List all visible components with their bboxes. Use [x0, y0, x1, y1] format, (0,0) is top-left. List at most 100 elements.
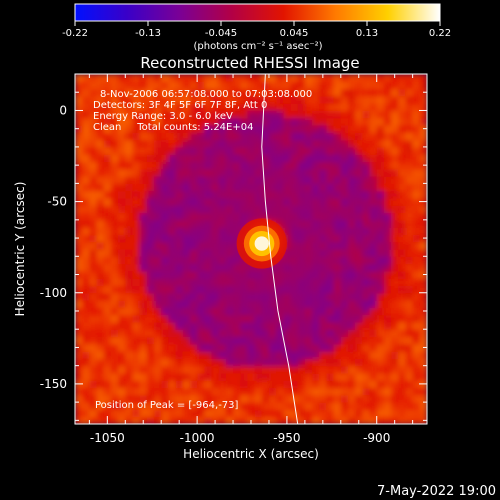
heatmap-cell — [118, 110, 126, 119]
heatmap-cell — [405, 263, 414, 272]
y-tick-label: -50 — [47, 195, 67, 209]
heatmap-cell — [383, 300, 392, 308]
heatmap-cell — [233, 219, 241, 228]
heatmap-cell — [211, 212, 220, 221]
heatmap-cell — [118, 321, 126, 330]
heatmap-cell — [211, 146, 220, 155]
heatmap-cell — [125, 270, 134, 279]
heatmap-cell — [247, 110, 256, 119]
heatmap-cell — [110, 241, 119, 250]
heatmap-cell — [326, 227, 335, 236]
heatmap-cell — [254, 307, 263, 316]
heatmap-cell — [283, 146, 292, 155]
heatmap-cell — [369, 183, 378, 192]
heatmap-cell — [218, 74, 227, 82]
heatmap-cell — [254, 81, 263, 90]
heatmap-cell — [340, 241, 349, 250]
heatmap-cell — [412, 103, 421, 112]
heatmap-cell — [211, 183, 220, 192]
heatmap-cell — [412, 183, 421, 192]
heatmap-cell — [376, 95, 385, 104]
heatmap-cell — [340, 95, 349, 104]
heatmap-cell — [304, 146, 313, 155]
heatmap-cell — [139, 358, 148, 367]
heatmap-cell — [118, 74, 126, 82]
heatmap-cell — [146, 146, 155, 155]
heatmap-cell — [146, 88, 155, 97]
heatmap-cell — [412, 197, 421, 206]
heatmap-cell — [218, 278, 227, 287]
heatmap-cell — [247, 88, 256, 97]
heatmap-cell — [89, 321, 98, 330]
heatmap-cell — [319, 190, 328, 199]
heatmap-cell — [362, 146, 371, 155]
heatmap-cell — [312, 292, 320, 301]
heatmap-cell — [355, 380, 363, 389]
heatmap-cell — [391, 409, 399, 418]
heatmap-cell — [362, 263, 371, 272]
heatmap-cell — [362, 402, 371, 411]
heatmap-cell — [312, 321, 320, 330]
heatmap-cell — [247, 146, 256, 155]
heatmap-cell — [276, 154, 284, 163]
heatmap-cell — [412, 343, 421, 352]
heatmap-cell — [204, 409, 213, 418]
heatmap-cell — [96, 402, 105, 411]
heatmap-cell — [189, 314, 198, 323]
heatmap-cell — [254, 190, 263, 199]
heatmap-cell — [369, 307, 378, 316]
heatmap-cell — [276, 351, 284, 359]
heatmap-cell — [75, 285, 83, 294]
heatmap-cell — [247, 285, 256, 294]
heatmap-cell — [340, 278, 349, 287]
heatmap-cell — [204, 380, 213, 389]
heatmap-cell — [82, 292, 90, 301]
heatmap-cell — [96, 270, 105, 279]
heatmap-cell — [297, 343, 306, 352]
heatmap-cell — [405, 95, 414, 104]
heatmap-cell — [276, 81, 284, 90]
heatmap-cell — [154, 132, 162, 141]
heatmap-cell — [96, 300, 105, 308]
heatmap-cell — [326, 197, 335, 206]
heatmap-cell — [319, 300, 328, 308]
heatmap-cell — [146, 81, 155, 90]
heatmap-cell — [398, 314, 407, 323]
heatmap-cell — [304, 416, 313, 424]
heatmap-cell — [189, 110, 198, 119]
heatmap-cell — [276, 219, 284, 228]
heatmap-cell — [304, 88, 313, 97]
heatmap-cell — [161, 154, 169, 163]
heatmap-cell — [319, 95, 328, 104]
heatmap-cell — [297, 212, 306, 221]
heatmap-cell — [297, 285, 306, 294]
heatmap-cell — [161, 263, 169, 272]
heatmap-cell — [233, 351, 241, 359]
heatmap-cell — [283, 394, 292, 403]
heatmap-cell — [254, 292, 263, 301]
heatmap-cell — [175, 197, 184, 206]
heatmap-cell — [383, 351, 392, 359]
heatmap-cell — [304, 219, 313, 228]
heatmap-cell — [319, 168, 328, 177]
heatmap-cell — [355, 278, 363, 287]
heatmap-cell — [82, 212, 90, 221]
heatmap-cell — [146, 249, 155, 257]
heatmap-cell — [82, 416, 90, 424]
heatmap-cell — [240, 270, 249, 279]
heatmap-cell — [233, 88, 241, 97]
y-tick-label: -150 — [40, 377, 67, 391]
heatmap-cell — [347, 234, 356, 243]
heatmap-cell — [419, 241, 427, 250]
heatmap-cell — [103, 365, 112, 374]
heatmap-cell — [290, 256, 299, 265]
heatmap-cell — [304, 358, 313, 367]
heatmap-cell — [168, 117, 177, 126]
heatmap-cell — [398, 380, 407, 389]
heatmap-cell — [75, 139, 83, 148]
heatmap-cell — [297, 103, 306, 112]
heatmap-cell — [405, 205, 414, 214]
heatmap-cell — [139, 365, 148, 374]
heatmap-cell — [96, 103, 105, 112]
heatmap-cell — [218, 300, 227, 308]
